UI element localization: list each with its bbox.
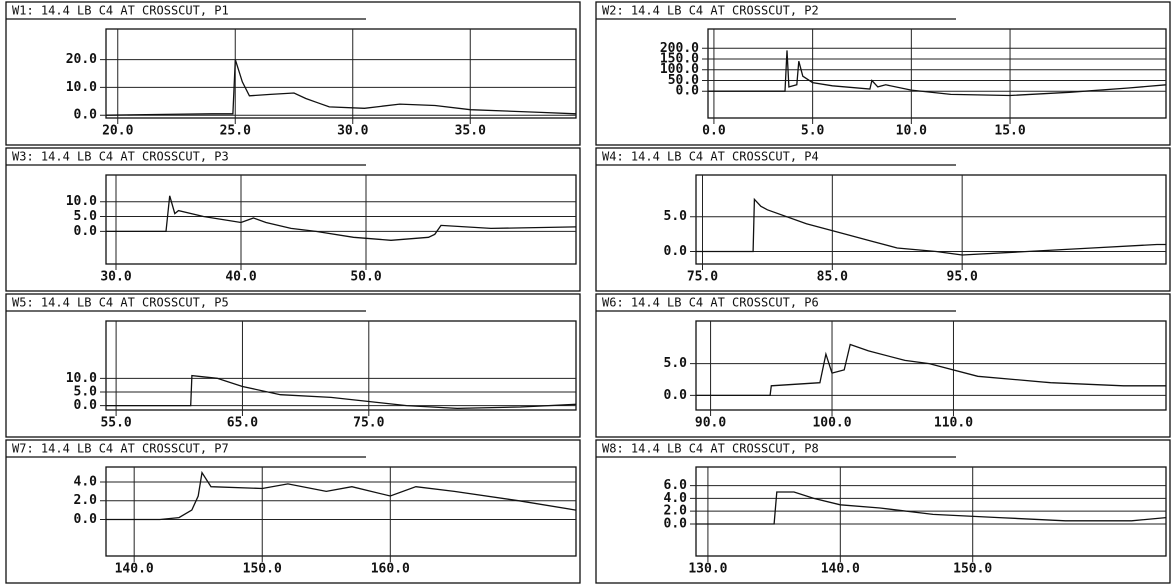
plot-frame xyxy=(695,320,1167,411)
panel: W8: 14.4 LB C4 AT CROSSCUT, P8 6.04.02.00… xyxy=(595,439,1171,584)
y-tick-label: 0.0 xyxy=(664,516,688,531)
y-tick-label: 50.0 xyxy=(668,73,699,88)
plot-area xyxy=(696,197,1166,256)
plot-area xyxy=(708,50,1166,97)
x-tick-label: 10.0 xyxy=(896,124,927,139)
plot-area xyxy=(106,195,576,241)
x-tick-label: 65.0 xyxy=(227,416,258,431)
y-tick-label: 5.0 xyxy=(664,209,688,224)
panel-frame xyxy=(5,293,581,438)
x-tick-label: 50.0 xyxy=(350,270,381,285)
panel-title: W1: 14.4 LB C4 AT CROSSCUT, P1 xyxy=(12,4,229,18)
panel-frame xyxy=(5,1,581,146)
panel-frame xyxy=(595,439,1171,584)
x-tick-label: 25.0 xyxy=(220,124,251,139)
x-tick-label: 130.0 xyxy=(688,562,727,577)
panel: W7: 14.4 LB C4 AT CROSSCUT, P7 4.0 2.0 0.0 1… xyxy=(5,439,581,584)
plot-frame xyxy=(707,28,1167,119)
plot-frame xyxy=(105,28,577,119)
waveform xyxy=(106,470,576,521)
waveform xyxy=(696,491,1166,525)
x-tick-label: 55.0 xyxy=(100,416,131,431)
y-tick-label: 5.0 xyxy=(74,384,98,399)
x-tick-label: 30.0 xyxy=(337,124,368,139)
x-tick-label: 150.0 xyxy=(953,562,992,577)
y-tick-label: 200.0 xyxy=(660,41,699,56)
plot-frame xyxy=(105,320,577,411)
plot-frame xyxy=(105,466,577,557)
panel: W3: 14.4 LB C4 AT CROSSCUT, P3 10.05.00.0… xyxy=(5,147,581,292)
y-tick-label: 6.0 xyxy=(664,478,688,493)
x-tick-label: 40.0 xyxy=(225,270,256,285)
y-tick-label: 10.0 xyxy=(66,371,97,386)
panel-frame xyxy=(595,293,1171,438)
x-tick-label: 110.0 xyxy=(934,416,973,431)
y-tick-label: 10.0 xyxy=(66,194,97,209)
y-tick-label: 150.0 xyxy=(660,52,699,67)
x-tick-label: 0.0 xyxy=(702,124,726,139)
x-tick-label: 15.0 xyxy=(994,124,1025,139)
panel: W1: 14.4 LB C4 AT CROSSCUT, P1 20.0 10.0 0.… xyxy=(5,1,581,146)
panel-frame xyxy=(595,1,1171,146)
panel-frame xyxy=(5,147,581,292)
x-tick-label: 95.0 xyxy=(947,270,978,285)
plot-frame xyxy=(695,174,1167,265)
waveform xyxy=(106,374,576,410)
y-tick-label: 0.0 xyxy=(74,224,98,239)
y-tick-label: 0.0 xyxy=(74,108,98,123)
waveform xyxy=(696,343,1166,397)
y-tick-label: 0.0 xyxy=(676,84,700,99)
x-tick-label: 85.0 xyxy=(817,270,848,285)
y-tick-label: 2.0 xyxy=(664,504,688,519)
plot-area xyxy=(106,59,576,116)
x-tick-label: 75.0 xyxy=(353,416,384,431)
x-tick-label: 30.0 xyxy=(100,270,131,285)
panel-frame xyxy=(595,147,1171,292)
y-tick-label: 4.0 xyxy=(74,474,98,489)
panel-frame xyxy=(5,439,581,584)
panel: W6: 14.4 LB C4 AT CROSSCUT, P6 5.0 0.0 90.0… xyxy=(595,293,1171,438)
y-tick-label: 0.0 xyxy=(664,244,688,259)
y-tick-label: 100.0 xyxy=(660,62,699,77)
panel: W5: 14.4 LB C4 AT CROSSCUT, P5 10.05.00.0… xyxy=(5,293,581,438)
waveform xyxy=(708,50,1166,97)
waveform xyxy=(106,59,576,116)
x-tick-label: 150.0 xyxy=(243,562,282,577)
panel-title: W7: 14.4 LB C4 AT CROSSCUT, P7 xyxy=(12,442,229,456)
x-tick-label: 5.0 xyxy=(801,124,825,139)
y-tick-label: 20.0 xyxy=(66,52,97,67)
y-tick-label: 2.0 xyxy=(74,493,98,508)
panel: W2: 14.4 LB C4 AT CROSSCUT, P2 200.0150.0… xyxy=(595,1,1171,146)
plot-area xyxy=(696,343,1166,397)
y-tick-label: 0.0 xyxy=(74,512,98,527)
x-tick-label: 140.0 xyxy=(821,562,860,577)
y-tick-label: 5.0 xyxy=(74,209,98,224)
panel-title: W4: 14.4 LB C4 AT CROSSCUT, P4 xyxy=(602,150,819,164)
x-tick-label: 160.0 xyxy=(371,562,410,577)
plot-frame xyxy=(105,174,577,265)
y-tick-label: 0.0 xyxy=(664,388,688,403)
y-tick-label: 0.0 xyxy=(74,398,98,413)
y-tick-label: 5.0 xyxy=(664,356,688,371)
y-tick-label: 4.0 xyxy=(664,491,688,506)
x-tick-label: 140.0 xyxy=(115,562,154,577)
plot-area xyxy=(106,374,576,410)
panel: W4: 14.4 LB C4 AT CROSSCUT, P4 5.0 0.0 75.0… xyxy=(595,147,1171,292)
x-tick-label: 75.0 xyxy=(687,270,718,285)
panel-title: W2: 14.4 LB C4 AT CROSSCUT, P2 xyxy=(602,4,819,18)
plot-area xyxy=(106,470,576,521)
waveform xyxy=(696,197,1166,256)
x-tick-label: 90.0 xyxy=(695,416,726,431)
x-tick-label: 100.0 xyxy=(812,416,851,431)
panel-title: W5: 14.4 LB C4 AT CROSSCUT, P5 xyxy=(12,296,229,310)
waveform xyxy=(106,195,576,241)
x-tick-label: 35.0 xyxy=(455,124,486,139)
panel-title: W8: 14.4 LB C4 AT CROSSCUT, P8 xyxy=(602,442,819,456)
panel-title: W6: 14.4 LB C4 AT CROSSCUT, P6 xyxy=(602,296,819,310)
panel-title: W3: 14.4 LB C4 AT CROSSCUT, P3 xyxy=(12,150,229,164)
plot-area xyxy=(696,491,1166,525)
x-tick-label: 20.0 xyxy=(102,124,133,139)
y-tick-label: 10.0 xyxy=(66,80,97,95)
